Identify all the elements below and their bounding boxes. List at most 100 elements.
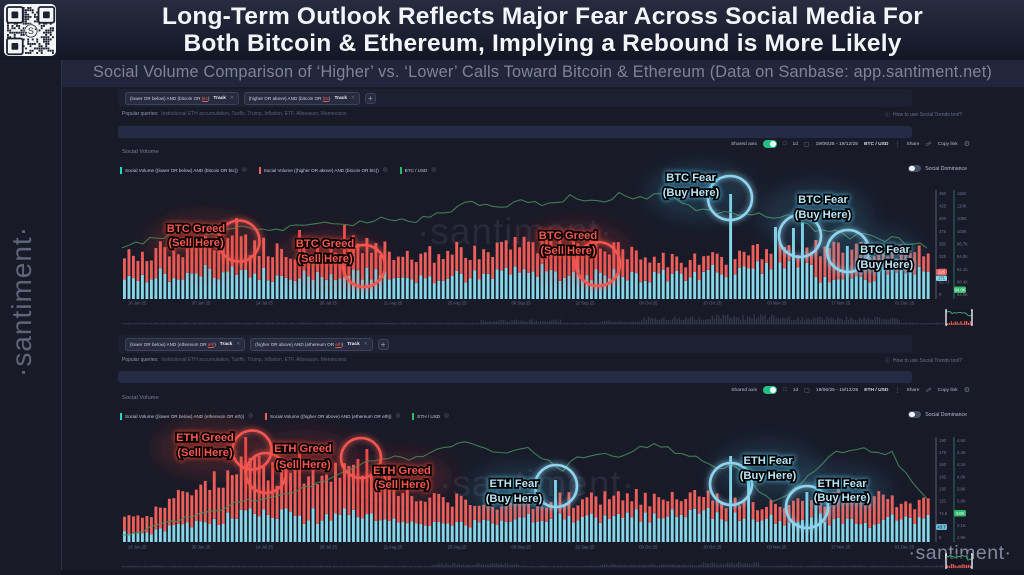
svg-text:06 Oct 25: 06 Oct 25 [639, 301, 658, 306]
svg-text:52.73: 52.73 [939, 279, 950, 284]
svg-text:(Buy Here): (Buy Here) [814, 492, 871, 504]
svg-text:(Buy Here): (Buy Here) [857, 259, 914, 271]
svg-text:16 Jun 25: 16 Jun 25 [128, 301, 147, 306]
svg-text:25 Aug 25: 25 Aug 25 [448, 545, 468, 550]
svg-text:(Buy Here): (Buy Here) [486, 493, 543, 505]
svg-text:2.9K: 2.9K [957, 535, 966, 540]
svg-text:ETH Fear: ETH Fear [489, 478, 539, 490]
svg-text:(Sell Here): (Sell Here) [540, 245, 596, 257]
svg-text:(Sell Here): (Sell Here) [540, 245, 596, 257]
svg-text:ETH Fear: ETH Fear [743, 455, 793, 467]
svg-text:0: 0 [939, 292, 942, 297]
svg-text:14 Jul 25: 14 Jul 25 [256, 545, 274, 550]
svg-text:4.2K: 4.2K [957, 462, 966, 467]
svg-text:20 Oct 25: 20 Oct 25 [703, 545, 722, 550]
svg-text:22 Sep 25: 22 Sep 25 [575, 301, 595, 306]
svg-text:4.6K: 4.6K [957, 438, 966, 443]
svg-text:130: 130 [939, 487, 947, 492]
svg-text:84.0K: 84.0K [957, 292, 968, 297]
svg-text:94.0K: 94.0K [955, 287, 966, 292]
svg-text:105K: 105K [957, 216, 967, 221]
svg-text:06 Oct 25: 06 Oct 25 [639, 545, 658, 550]
svg-text:4.0K: 4.0K [957, 474, 966, 479]
svg-text:ETH Greed: ETH Greed [373, 465, 431, 477]
svg-text:BTC Greed: BTC Greed [167, 223, 226, 235]
svg-text:(Sell Here): (Sell Here) [275, 459, 331, 471]
svg-text:BTC Fear: BTC Fear [798, 194, 848, 206]
svg-text:0: 0 [939, 535, 942, 540]
svg-text:·santiment·: ·santiment· [908, 542, 1011, 564]
svg-text:100K: 100K [957, 229, 967, 234]
svg-text:28 Jul 25: 28 Jul 25 [320, 545, 338, 550]
svg-text:08 Sep 25: 08 Sep 25 [512, 301, 532, 306]
svg-text:400: 400 [939, 216, 947, 221]
svg-text:01 Dec 25: 01 Dec 25 [895, 545, 915, 550]
svg-text:(Buy Here): (Buy Here) [740, 470, 797, 482]
svg-text:145: 145 [939, 474, 947, 479]
svg-text:14 Jul 25: 14 Jul 25 [256, 301, 274, 306]
svg-text:(Buy Here): (Buy Here) [814, 492, 871, 504]
svg-text:(Sell Here): (Sell Here) [275, 459, 331, 471]
svg-text:ETH Greed: ETH Greed [176, 432, 234, 444]
svg-text:(Buy Here): (Buy Here) [740, 470, 797, 482]
svg-text:115: 115 [939, 499, 946, 504]
svg-text:(Buy Here): (Buy Here) [663, 187, 720, 199]
svg-text:175: 175 [939, 450, 947, 455]
svg-text:ETH Greed: ETH Greed [176, 432, 234, 444]
svg-text:(Sell Here): (Sell Here) [168, 237, 224, 249]
svg-text:375: 375 [939, 229, 947, 234]
svg-text:(Sell Here): (Sell Here) [297, 253, 353, 265]
svg-text:(Sell Here): (Sell Here) [374, 479, 430, 491]
svg-text:3.1K: 3.1K [957, 523, 966, 528]
svg-text:450: 450 [939, 191, 947, 196]
svg-text:BTC Greed: BTC Greed [296, 238, 355, 250]
svg-text:425: 425 [939, 204, 947, 209]
svg-text:ETH Greed: ETH Greed [274, 443, 332, 455]
svg-text:ETH Greed: ETH Greed [373, 465, 431, 477]
svg-text:17 Nov 25: 17 Nov 25 [831, 545, 851, 550]
svg-text:3.0K: 3.0K [956, 511, 965, 516]
svg-text:ETH Fear: ETH Fear [489, 478, 539, 490]
svg-text:(Sell Here): (Sell Here) [374, 479, 430, 491]
svg-text:01 Dec 25: 01 Dec 25 [895, 301, 915, 306]
svg-text:160: 160 [939, 462, 947, 467]
svg-text:BTC Greed: BTC Greed [167, 223, 226, 235]
svg-text:(Sell Here): (Sell Here) [297, 253, 353, 265]
svg-text:S: S [28, 26, 34, 36]
svg-text:43.7: 43.7 [937, 524, 946, 529]
svg-text:(Buy Here): (Buy Here) [663, 187, 720, 199]
svg-text:3.8K: 3.8K [957, 487, 966, 492]
svg-text:325: 325 [939, 254, 947, 259]
svg-text:30 Jun 25: 30 Jun 25 [192, 545, 211, 550]
svg-text:94.0K: 94.0K [957, 254, 968, 259]
svg-text:(Sell Here): (Sell Here) [177, 447, 233, 459]
svg-text:03 Nov 25: 03 Nov 25 [767, 301, 787, 306]
svg-text:BTC Greed: BTC Greed [296, 238, 355, 250]
svg-text:3.6K: 3.6K [957, 499, 966, 504]
svg-text:BTC Fear: BTC Fear [860, 244, 910, 256]
svg-text:(Buy Here): (Buy Here) [486, 493, 543, 505]
svg-text:92.1K: 92.1K [957, 267, 968, 272]
svg-text:08 Sep 25: 08 Sep 25 [512, 545, 532, 550]
svg-text:BTC Fear: BTC Fear [666, 172, 716, 184]
svg-text:20 Oct 25: 20 Oct 25 [703, 301, 722, 306]
svg-text:22 Sep 25: 22 Sep 25 [575, 545, 595, 550]
svg-text:(Buy Here): (Buy Here) [857, 259, 914, 271]
svg-text:4.4K: 4.4K [957, 450, 966, 455]
svg-text:110K: 110K [957, 204, 967, 209]
svg-text:BTC Greed: BTC Greed [539, 230, 598, 242]
svg-text:28 Jul 25: 28 Jul 25 [320, 301, 338, 306]
svg-text:ETH Fear: ETH Fear [743, 455, 793, 467]
svg-text:17 Nov 25: 17 Nov 25 [831, 301, 851, 306]
svg-text:11 Aug 25: 11 Aug 25 [384, 301, 403, 306]
svg-text:ETH Greed: ETH Greed [274, 443, 332, 455]
svg-text:190: 190 [939, 438, 947, 443]
svg-text:30 Jun 25: 30 Jun 25 [192, 301, 211, 306]
svg-text:16 Jun 25: 16 Jun 25 [128, 545, 147, 550]
svg-text:ETH Fear: ETH Fear [817, 478, 867, 490]
svg-text:88.4K: 88.4K [957, 279, 968, 284]
svg-text:BTC Fear: BTC Fear [798, 194, 848, 206]
svg-text:BTC Fear: BTC Fear [666, 172, 716, 184]
svg-text:171: 171 [938, 275, 946, 280]
svg-text:(Buy Here): (Buy Here) [795, 209, 852, 221]
